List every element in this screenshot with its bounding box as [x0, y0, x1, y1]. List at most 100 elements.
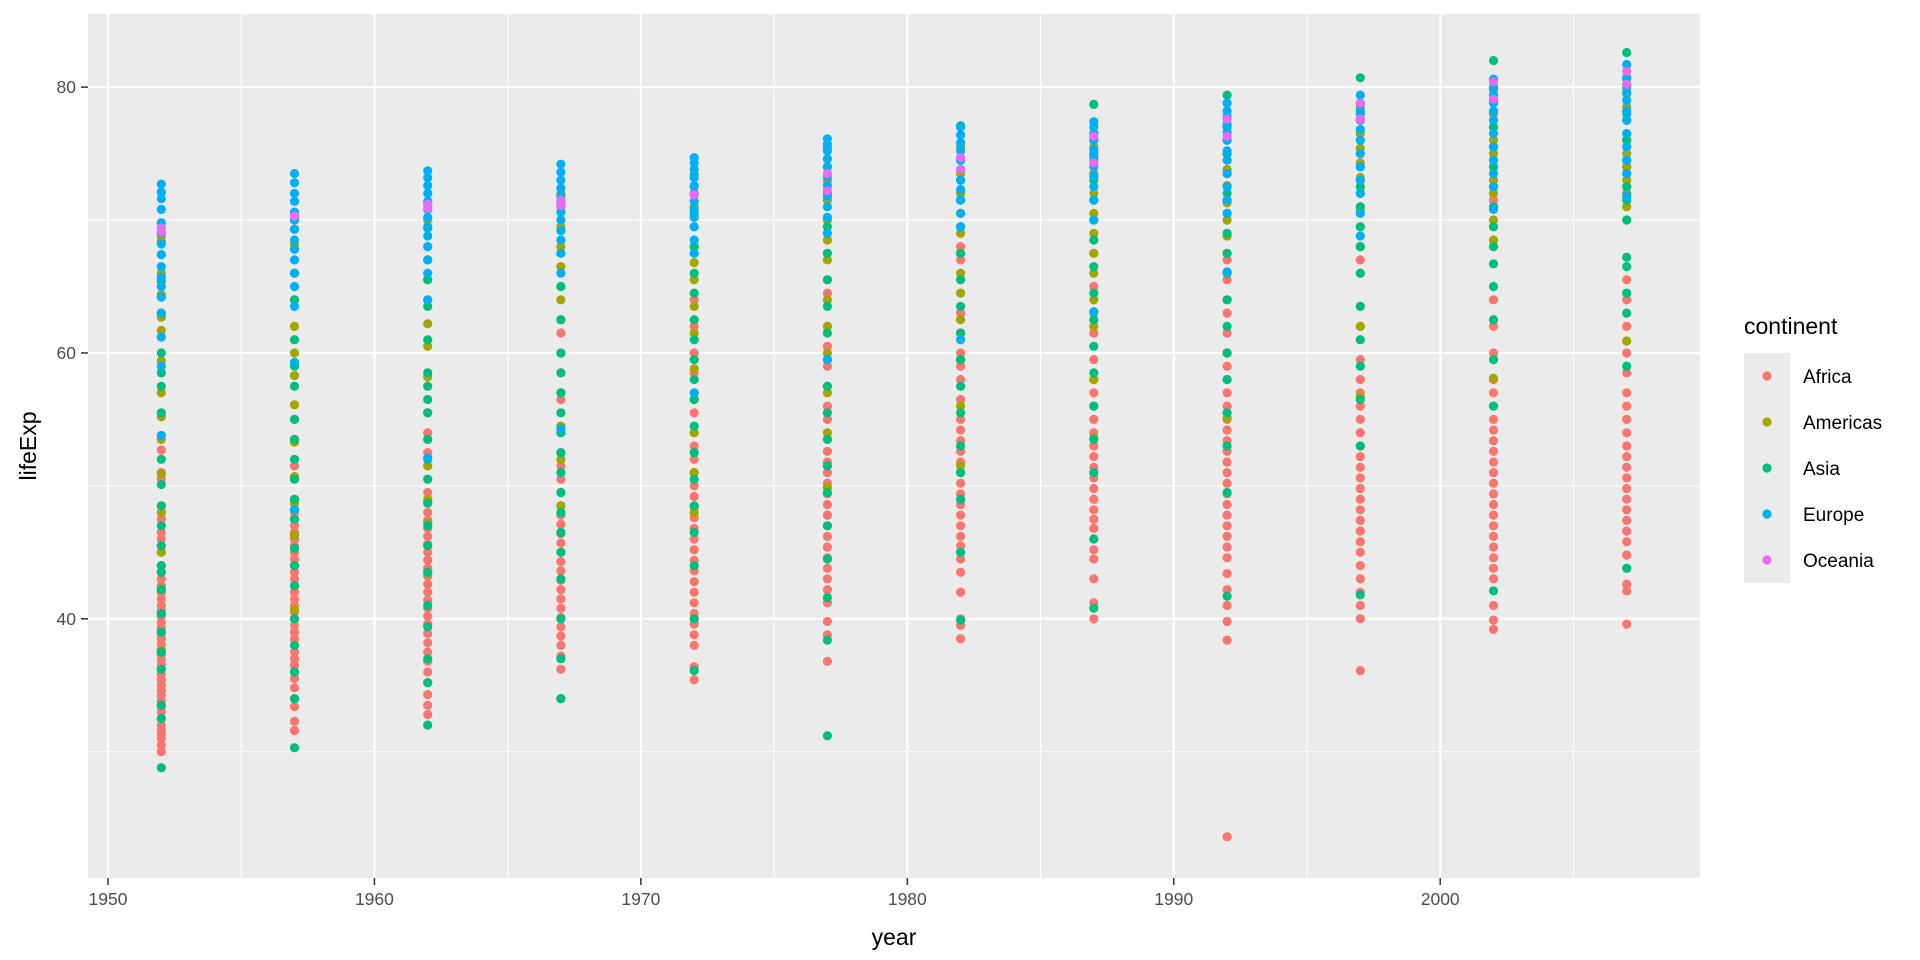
data-point: [289, 604, 300, 615]
data-point: [1355, 414, 1365, 424]
data-point: [556, 654, 566, 664]
data-point: [289, 647, 300, 657]
legend-title: continent: [1744, 313, 1838, 339]
data-point: [1222, 499, 1232, 510]
data-point: [423, 600, 433, 611]
data-point: [556, 538, 566, 548]
data-point: [1355, 526, 1365, 536]
data-point: [689, 348, 699, 358]
data-point: [156, 194, 166, 204]
data-point: [289, 743, 300, 753]
data-point: [956, 328, 966, 338]
data-point: [423, 690, 433, 700]
data-point: [1488, 149, 1499, 159]
data-point: [556, 175, 566, 185]
data-point: [1089, 131, 1099, 141]
data-point: [289, 505, 300, 515]
data-point: [1222, 635, 1232, 645]
data-point: [556, 226, 566, 236]
data-point: [1488, 468, 1499, 478]
data-point: [1622, 308, 1632, 318]
data-point: [423, 335, 433, 345]
data-point: [1089, 171, 1099, 181]
data-point: [1222, 182, 1232, 192]
data-point: [289, 335, 300, 345]
data-point: [1222, 616, 1232, 627]
data-point: [556, 408, 566, 418]
data-point: [1222, 267, 1232, 277]
data-point: [1089, 603, 1099, 613]
data-point: [423, 222, 433, 232]
data-point: [156, 647, 166, 657]
data-point: [156, 763, 166, 773]
data-point: [956, 348, 966, 358]
data-point: [1222, 441, 1232, 451]
x-tick-label: 1970: [621, 889, 660, 909]
data-point: [956, 130, 966, 140]
data-point: [1622, 515, 1632, 526]
data-point: [689, 335, 699, 345]
data-point: [289, 281, 300, 292]
data-point: [556, 566, 566, 576]
data-point: [289, 694, 300, 704]
data-point: [822, 186, 833, 196]
data-point: [822, 542, 833, 552]
data-point: [1355, 231, 1365, 241]
data-point: [156, 325, 166, 335]
data-point: [822, 381, 833, 391]
data-point: [423, 587, 433, 597]
data-point: [956, 335, 966, 345]
data-point: [556, 167, 566, 177]
data-point: [556, 394, 566, 405]
data-point: [1622, 275, 1632, 285]
data-point: [423, 474, 433, 484]
data-point: [822, 255, 833, 265]
data-point: [1488, 457, 1499, 467]
data-point: [1488, 563, 1499, 573]
data-point: [289, 474, 300, 484]
data-point: [1622, 414, 1632, 424]
data-point: [1488, 77, 1499, 87]
data-point: [956, 242, 966, 252]
data-point: [1488, 600, 1499, 611]
data-point: [556, 368, 566, 378]
data-point: [956, 184, 966, 195]
data-point: [956, 408, 966, 418]
data-point: [689, 164, 699, 175]
data-point: [822, 222, 833, 232]
data-point: [1355, 561, 1365, 571]
data-point: [1488, 315, 1499, 325]
data-point: [156, 430, 166, 440]
data-point: [289, 196, 300, 206]
data-point: [689, 172, 699, 183]
data-point: [156, 608, 166, 619]
data-point: [1355, 515, 1365, 526]
data-point: [689, 301, 699, 311]
data-point: [423, 700, 433, 710]
data-point: [156, 534, 166, 544]
data-point: [1488, 478, 1499, 488]
data-point: [156, 664, 166, 674]
data-point: [1488, 531, 1499, 542]
data-point: [156, 239, 166, 249]
data-point: [156, 527, 166, 538]
data-point: [1089, 268, 1099, 278]
x-tick-label: 1990: [1154, 889, 1193, 909]
data-point: [1222, 457, 1232, 467]
data-point: [423, 507, 433, 518]
data-point: [289, 178, 300, 188]
data-point: [1488, 348, 1499, 358]
data-point: [1089, 295, 1099, 305]
data-point: [956, 554, 966, 564]
data-point: [822, 563, 833, 573]
data-point: [1488, 446, 1499, 456]
data-point: [689, 408, 699, 418]
legend-label-europe: Europe: [1803, 505, 1864, 526]
data-point: [1089, 452, 1099, 462]
data-point: [289, 614, 300, 624]
data-point: [1089, 328, 1099, 338]
data-point: [1622, 452, 1632, 462]
data-point: [1089, 195, 1099, 205]
legend-label-americas: Americas: [1803, 413, 1882, 434]
data-point: [822, 616, 833, 627]
